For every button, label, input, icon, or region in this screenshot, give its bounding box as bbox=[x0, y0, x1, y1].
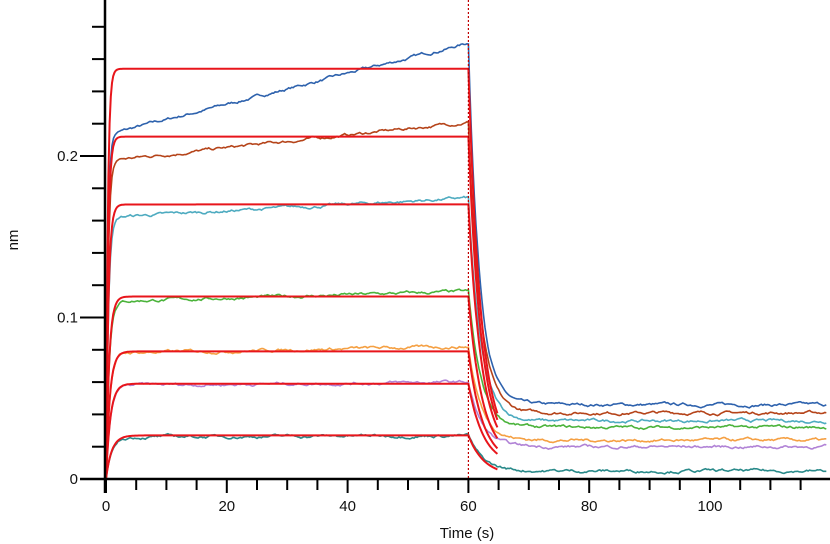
fit-curve-6 bbox=[105, 382, 499, 480]
x-tick-label: 80 bbox=[581, 498, 598, 515]
sensor-traces bbox=[105, 42, 827, 480]
fit-curve-3 bbox=[105, 203, 499, 480]
x-tick-label: 100 bbox=[697, 498, 722, 515]
fit-curve-4 bbox=[105, 295, 499, 480]
fit-curves bbox=[105, 67, 499, 480]
trace-3 bbox=[105, 195, 827, 480]
x-axis-title: Time (s) bbox=[440, 525, 494, 542]
fit-curve-7 bbox=[105, 434, 498, 480]
x-tick-label: 40 bbox=[339, 498, 356, 515]
fit-curve-1 bbox=[105, 67, 499, 480]
x-tick-label: 20 bbox=[218, 498, 235, 515]
axes: 0 0.1 0.2 0 20 40 60 80 100 bbox=[57, 0, 830, 515]
y-axis-title: nm bbox=[5, 230, 22, 251]
x-tick-label: 0 bbox=[102, 498, 110, 515]
trace-2 bbox=[105, 120, 827, 480]
trace-7 bbox=[105, 432, 827, 480]
y-tick-label: 0.1 bbox=[57, 310, 78, 327]
fit-curve-2 bbox=[105, 135, 499, 480]
trace-4 bbox=[105, 288, 827, 480]
trace-5 bbox=[105, 344, 827, 480]
trace-6 bbox=[105, 379, 827, 480]
trace-1 bbox=[105, 42, 827, 480]
x-tick-label: 60 bbox=[460, 498, 477, 515]
fit-curve-5 bbox=[105, 350, 499, 480]
y-tick-label: 0 bbox=[70, 471, 78, 488]
y-tick-label: 0.2 bbox=[57, 148, 78, 165]
